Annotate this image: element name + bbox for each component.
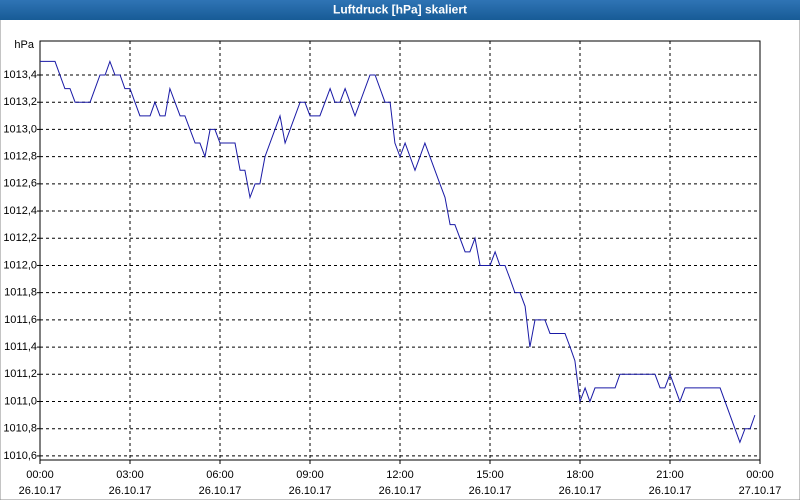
x-tick-label: 15:00 26.10.17 [469,469,512,497]
x-tick-label: 00:00 27.10.17 [739,469,782,497]
y-tick-label: 1011,6 [4,314,37,326]
y-tick-label: 1010,8 [3,423,37,435]
y-tick-label: 1010,6 [3,450,37,462]
chart-title: Luftdruck [hPa] skaliert [333,3,467,17]
x-tick-label: 12:00 26.10.17 [379,469,422,497]
x-tick-label: 18:00 26.10.17 [559,469,602,497]
x-tick-label: 09:00 26.10.17 [289,469,332,497]
y-tick-label: 1012,0 [3,259,37,271]
y-tick-label: 1013,0 [3,123,37,135]
x-tick-label: 06:00 26.10.17 [199,469,242,497]
y-tick-label: 1012,8 [3,151,37,163]
x-tick-label: 03:00 26.10.17 [109,469,152,497]
y-tick-label: 1012,4 [3,205,37,217]
y-tick-label: 1011,2 [4,368,37,380]
y-tick-label: 1013,4 [3,69,37,81]
y-tick-label: 1012,2 [3,232,37,244]
title-bar [0,0,800,20]
grid [39,41,761,460]
y-tick-label: 1012,6 [3,178,37,190]
data-line [40,59,756,444]
y-tick-label: 1011,0 [4,395,37,407]
y-tick-label: 1013,2 [3,96,37,108]
x-tick-label: 00:00 26.10.17 [19,469,62,497]
y-tick-label: 1011,4 [4,341,37,353]
x-tick-label: 21:00 26.10.17 [649,469,692,497]
y-tick-label: 1011,8 [4,287,37,299]
y-unit: hPa [14,39,34,51]
